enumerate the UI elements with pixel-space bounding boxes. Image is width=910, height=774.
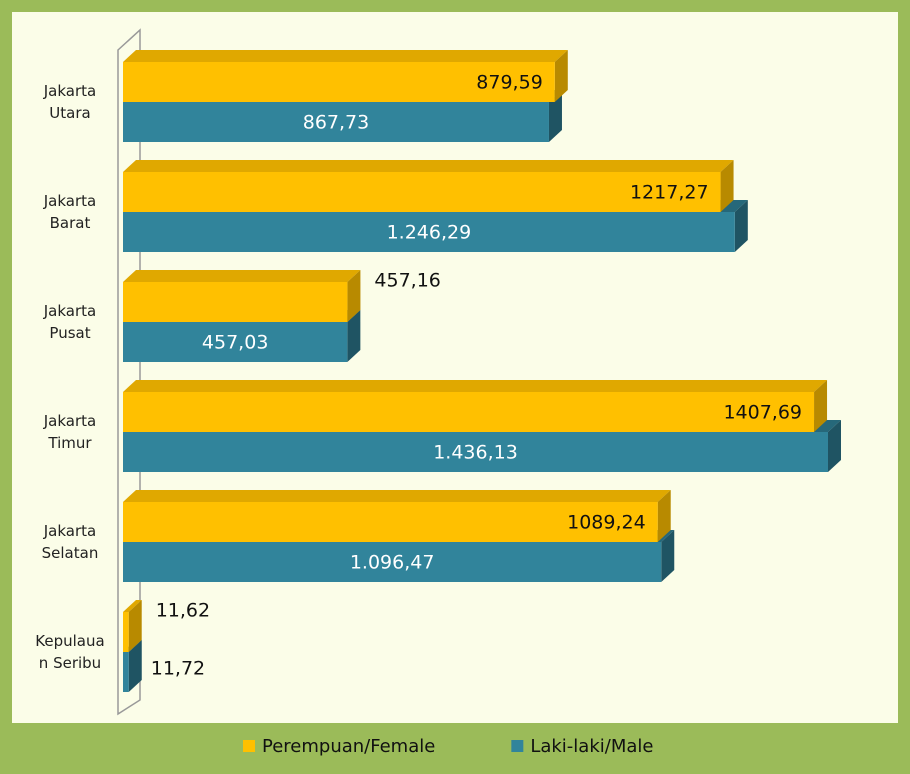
bar-side	[548, 90, 562, 142]
category-label: Jakarta Utara	[43, 82, 97, 122]
bar	[123, 160, 734, 212]
category-label: Jakarta Selatan	[41, 522, 99, 562]
bar-front	[123, 432, 828, 472]
bar-side	[720, 160, 734, 212]
bar-front	[123, 542, 662, 582]
bar	[123, 600, 142, 652]
legend-label: Perempuan/Female	[262, 736, 435, 757]
value-label: 1.246,29	[387, 222, 472, 244]
category-label: Kepulauan Seribu	[35, 632, 105, 672]
value-label: 1089,24	[567, 512, 646, 534]
bar-top	[123, 50, 568, 62]
bar-front	[123, 62, 555, 102]
category-label: Jakarta Pusat	[43, 302, 97, 342]
bar-front	[123, 172, 721, 212]
bar-side	[128, 640, 142, 692]
bar	[123, 50, 568, 102]
bar-front	[123, 282, 348, 322]
bar-side	[128, 600, 142, 652]
bar-front	[123, 212, 735, 252]
bar-front	[123, 652, 129, 692]
bar-side	[554, 50, 568, 102]
legend-label: Laki-laki/Male	[530, 736, 653, 757]
legend-swatch	[243, 740, 255, 752]
bar-side	[661, 530, 675, 582]
category-label: Jakarta Timur	[43, 412, 97, 452]
bar	[123, 490, 671, 542]
bar	[123, 270, 361, 322]
bar-side	[347, 270, 361, 322]
value-label: 457,03	[202, 332, 268, 354]
value-label: 1217,27	[630, 182, 709, 204]
bar	[123, 380, 828, 432]
value-label: 867,73	[303, 112, 369, 134]
bar-front	[123, 502, 658, 542]
bar-side	[734, 200, 748, 252]
value-label: 1.096,47	[350, 552, 435, 574]
bar-side	[657, 490, 671, 542]
bar-side	[828, 420, 841, 472]
bar-top	[123, 490, 671, 502]
value-label: 11,72	[151, 658, 205, 680]
category-label: Jakarta Barat	[43, 192, 97, 232]
value-label: 1.436,13	[433, 442, 518, 464]
legend-swatch	[511, 740, 524, 752]
bar-front	[123, 392, 815, 432]
bar-side	[347, 310, 361, 362]
bar-front	[123, 612, 129, 652]
value-label: 1407,69	[723, 402, 802, 424]
value-label: 879,59	[476, 72, 542, 94]
bar-top	[123, 600, 142, 612]
bar-top	[123, 270, 361, 282]
value-label: 457,16	[374, 270, 440, 292]
bar-side	[814, 380, 828, 432]
depth-wall	[117, 28, 141, 716]
bar-top	[123, 160, 734, 172]
bar-top	[123, 380, 828, 392]
bar-front	[123, 102, 549, 142]
value-label: 11,62	[156, 600, 210, 622]
bar-front	[123, 322, 348, 362]
